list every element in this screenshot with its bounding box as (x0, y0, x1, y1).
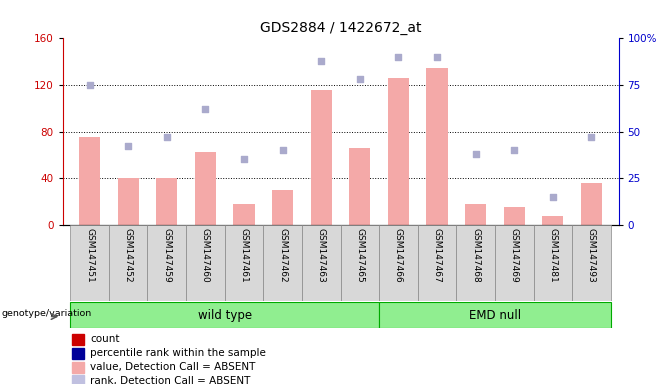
Text: GSM147467: GSM147467 (432, 228, 442, 283)
Text: GSM147452: GSM147452 (124, 228, 133, 283)
Point (239, 156, 249, 162)
Point (509, 147, 520, 153)
Bar (581, 183, 602, 225)
Bar (70, 302, 379, 328)
Bar (465, 204, 486, 225)
Text: genotype/variation: genotype/variation (1, 310, 91, 318)
Text: GSM147469: GSM147469 (510, 228, 519, 283)
Title: GDS2884 / 1422672_at: GDS2884 / 1422672_at (260, 21, 421, 35)
Bar (263, 225, 302, 301)
Bar (147, 225, 186, 301)
Point (393, 54, 404, 60)
Bar (156, 178, 178, 225)
Bar (457, 225, 495, 301)
Point (84, 82, 95, 88)
Point (355, 76, 365, 83)
Point (161, 134, 172, 140)
Bar (379, 225, 418, 301)
Text: value, Detection Call = ABSENT: value, Detection Call = ABSENT (90, 362, 255, 372)
Text: GSM147481: GSM147481 (548, 228, 557, 283)
Text: count: count (90, 334, 120, 344)
Text: GSM147466: GSM147466 (394, 228, 403, 283)
Point (123, 143, 134, 149)
Point (432, 54, 442, 60)
Point (586, 134, 597, 140)
Bar (302, 225, 341, 301)
Text: GSM147459: GSM147459 (163, 228, 171, 283)
Bar (341, 225, 379, 301)
Bar (349, 148, 370, 225)
Bar (495, 225, 534, 301)
Text: GSM147462: GSM147462 (278, 228, 287, 283)
Bar (503, 207, 525, 225)
Bar (534, 225, 572, 301)
Text: GSM147463: GSM147463 (316, 228, 326, 283)
Bar (272, 190, 293, 225)
Bar (311, 89, 332, 225)
Text: GSM147493: GSM147493 (587, 228, 596, 283)
Bar (224, 225, 263, 301)
Bar (72, 375, 84, 384)
Bar (186, 225, 224, 301)
Bar (572, 225, 611, 301)
Bar (426, 68, 447, 225)
Bar (72, 348, 84, 359)
Text: rank, Detection Call = ABSENT: rank, Detection Call = ABSENT (90, 376, 251, 384)
Text: GSM147465: GSM147465 (355, 228, 365, 283)
Point (547, 194, 558, 200)
Bar (379, 302, 611, 328)
Bar (388, 78, 409, 225)
Bar (118, 178, 139, 225)
Text: EMD null: EMD null (469, 309, 521, 322)
Bar (418, 225, 457, 301)
Text: wild type: wild type (197, 309, 252, 322)
Point (316, 58, 326, 64)
Bar (109, 225, 147, 301)
Bar (79, 137, 100, 225)
Text: GSM147468: GSM147468 (471, 228, 480, 283)
Bar (195, 152, 216, 225)
Bar (72, 334, 84, 345)
Bar (70, 225, 109, 301)
Text: GSM147460: GSM147460 (201, 228, 210, 283)
Point (277, 147, 288, 153)
Text: GSM147461: GSM147461 (240, 228, 249, 283)
Point (200, 106, 211, 112)
Bar (72, 362, 84, 373)
Bar (234, 204, 255, 225)
Point (470, 151, 481, 157)
Text: GSM147451: GSM147451 (85, 228, 94, 283)
Bar (542, 217, 563, 225)
Text: percentile rank within the sample: percentile rank within the sample (90, 348, 266, 358)
